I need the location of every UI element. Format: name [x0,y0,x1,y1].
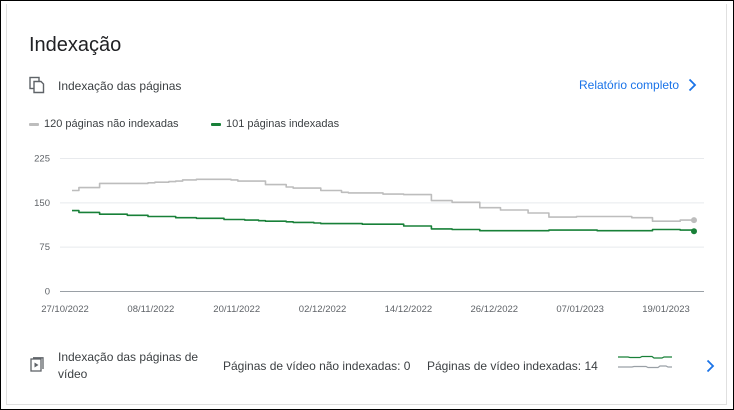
video-not-indexed-count: Páginas de vídeo não indexadas: 0 [223,359,411,373]
card-title: Indexação [29,34,122,56]
legend-label-not-indexed: 120 páginas não indexadas [44,118,179,130]
y-tick-label: 225 [34,154,50,165]
x-tick-label: 26/12/2022 [471,304,519,315]
legend-swatch-indexed [211,122,221,126]
y-tick-label: 0 [45,287,50,298]
legend-not-indexed[interactable]: 120 páginas não indexadas [29,118,179,130]
y-tick-label: 75 [39,242,50,253]
legend-label-indexed: 101 páginas indexadas [226,118,340,130]
x-tick-label: 19/01/2023 [642,304,690,315]
series-endpoint-indexed [691,228,697,235]
indexing-line-chart: 225 150 75 0 27/10/2022 08/11/2022 20/11/2022 0… [34,154,704,315]
video-page-icon [30,357,44,372]
x-tick-label: 27/10/2022 [41,304,89,315]
series-endpoint-not-indexed [691,217,697,224]
full-report-link[interactable]: Relatório completo [579,78,697,92]
x-tick-label: 14/12/2022 [385,304,433,315]
full-report-label: Relatório completo [579,78,680,92]
series-line-not-indexed [72,178,694,222]
video-row-chevron-icon[interactable] [705,359,715,373]
y-tick-label: 150 [34,198,50,209]
x-tick-label: 20/11/2022 [213,304,260,315]
video-indexed-count: Páginas de vídeo indexadas: 14 [427,359,598,373]
chevron-right-icon [688,78,697,92]
indexing-card [6,4,727,405]
section-label-pages: Indexação das páginas [58,79,182,93]
x-tick-label: 07/01/2023 [556,304,604,315]
video-section-label: Indexação das páginas de vídeo [58,350,199,381]
series-line-indexed [72,209,695,232]
copy-pages-icon [29,76,45,94]
x-tick-label: 02/12/2022 [299,304,347,315]
legend-swatch-not-indexed [29,122,39,126]
video-sparkline [618,355,672,369]
legend-indexed[interactable]: 101 páginas indexadas [211,118,339,130]
x-tick-label: 08/11/2022 [127,304,174,315]
